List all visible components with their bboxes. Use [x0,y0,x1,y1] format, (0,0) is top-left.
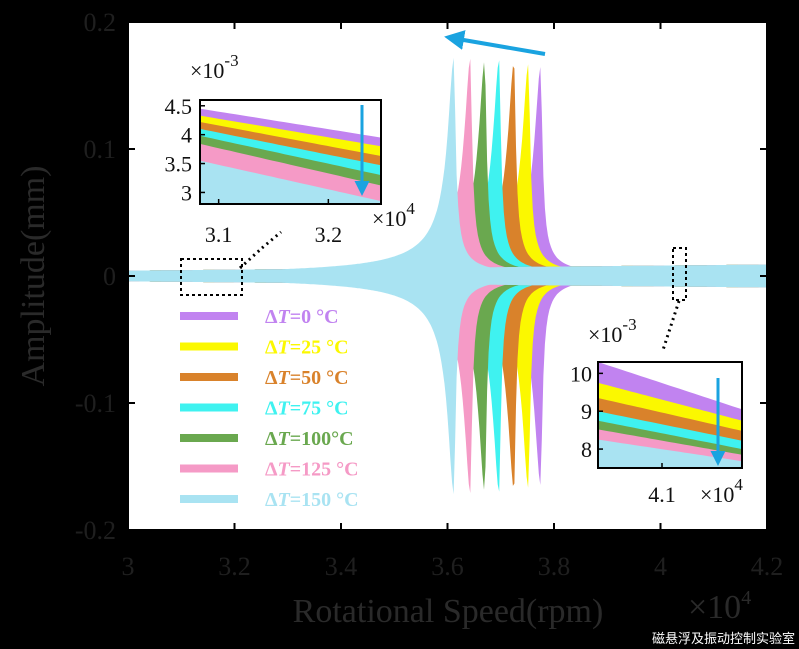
inset-band-7 [200,160,381,204]
inset-x-tick-label: 3.1 [205,222,233,247]
inset-right: 10 9 8 4.1 ×10-3 ×104 [570,315,743,507]
series-group [128,57,767,495]
x-tick-label: 3.8 [538,552,571,581]
legend-label: ΔT=0 °C [265,306,339,328]
legend-label: ΔT=50 °C [265,367,349,389]
shift-arrow [444,30,546,56]
inset-y-tick-label: 3.5 [165,152,193,177]
inset-y-tick-label: 9 [581,399,592,424]
legend-label: ΔT=75 °C [265,398,349,420]
inset-y-tick-label: 3 [181,180,192,205]
inset-y-tick-label: 10 [570,361,592,386]
x-tick-label: 3 [122,552,135,581]
inset-right-multiplier: ×10-3 [588,315,637,347]
x-tick-label: 3.4 [325,552,358,581]
inset-left-x-multiplier: ×104 [372,199,415,231]
y-tick-label: -0.1 [75,389,116,418]
x-axis-label: Rotational Speed(rpm) [293,593,604,630]
legend-label: ΔT=150 °C [265,489,359,511]
series-band-7 [128,57,767,495]
legend: ΔT=0 °C ΔT=25 °C ΔT=50 °C ΔT=75 °C ΔT=100°C Δ… [180,306,359,511]
legend-label: ΔT=125 °C [265,459,359,481]
inset-left: 4.5 4 3.5 3 3.1 3.2 ×10-3 ×104 [165,51,416,247]
inset-y-tick-label: 8 [581,437,592,462]
y-tick-label: 0.1 [84,135,117,164]
inset-y-tick-label: 4 [181,123,192,148]
inset-y-tick-label: 4.5 [165,94,193,119]
x-tick-label: 4 [654,552,667,581]
zoom-leader-right [661,300,681,351]
inset-x-tick-label: 3.2 [315,222,343,247]
y-tick-label: 0.2 [84,8,117,37]
inset-right-x-multiplier: ×104 [700,475,743,507]
zoom-leader-left [238,246,264,270]
inset-left-multiplier: ×10-3 [190,51,239,83]
x-tick-label: 3.2 [218,552,251,581]
y-tick-label: -0.2 [75,516,116,545]
inset-band-7 [598,439,742,468]
y-tick-label: 0 [103,262,116,291]
x-tick-label: 3.6 [431,552,464,581]
zoom-box-right [672,247,687,301]
legend-label: ΔT=100°C [265,428,354,450]
axis-ticks: 3 3.2 3.4 3.6 3.8 4 4.2 0.2 0.1 0 -0.1 -0.2 [75,8,783,581]
zoom-box-left [180,258,243,296]
x-tick-label: 4.2 [751,552,784,581]
x-multiplier: ×104 [688,587,751,626]
legend-label: ΔT=25 °C [265,337,349,359]
y-axis-label: Amplitude(mm) [15,166,52,387]
inset-x-tick-label: 4.1 [648,482,676,507]
watermark: 磁悬浮及振动控制实验室 [651,632,795,647]
